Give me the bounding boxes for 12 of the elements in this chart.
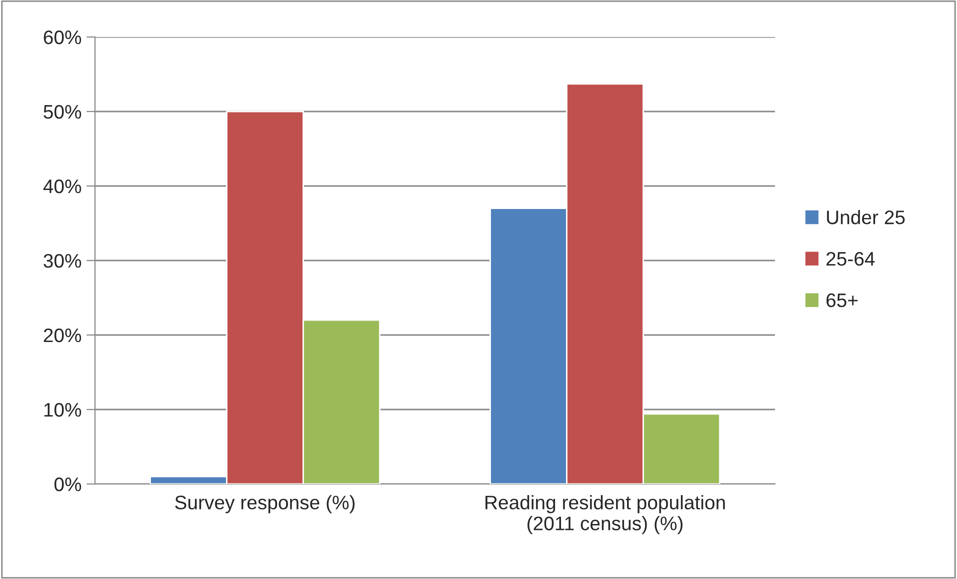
- x-tick-label: Survey response (%): [175, 495, 355, 514]
- y-tick-label: 20%: [44, 328, 82, 342]
- y-tick-label: 30%: [44, 254, 82, 268]
- legend-label: Under 25: [827, 210, 905, 224]
- y-tick-label: 10%: [44, 402, 82, 417]
- y-tick-label: 40%: [43, 179, 82, 194]
- legend-label: 65+: [826, 293, 858, 308]
- x-tick-label: Reading resident population (2011 census) (%): [486, 495, 725, 534]
- y-tick-label: 50%: [44, 104, 82, 119]
- y-tick-label: 60%: [44, 30, 82, 44]
- legend-label: 25-64: [826, 252, 875, 266]
- y-tick-label: 0%: [54, 477, 82, 492]
